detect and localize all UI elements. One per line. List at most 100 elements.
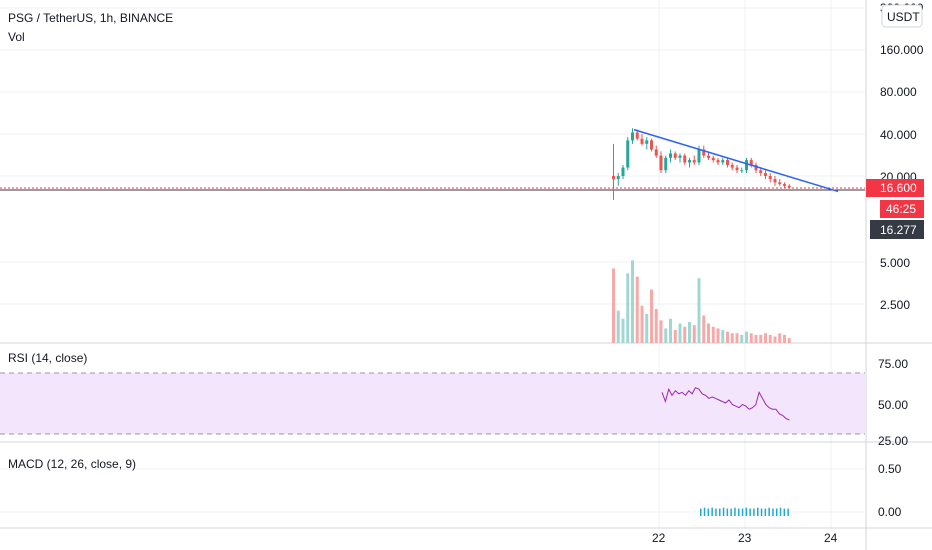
rsi-band: [0, 373, 865, 434]
volume-bar: [664, 328, 668, 343]
candle: [669, 149, 672, 163]
rsi-tick: 50.00: [878, 398, 908, 412]
rsi-tick: 25.00: [878, 434, 908, 448]
macd-bar: [760, 508, 763, 516]
candle: [683, 153, 687, 165]
macd-bar: [722, 507, 725, 516]
macd-bar: [753, 508, 755, 516]
volume-bar: [697, 278, 701, 343]
candle: [692, 155, 696, 165]
candle-body: [726, 160, 729, 165]
candle-body: [702, 149, 706, 156]
macd-bar: [772, 508, 774, 516]
candle-body: [783, 184, 786, 186]
candle: [612, 143, 615, 200]
grid: [0, 0, 865, 528]
currency-button[interactable]: USDT: [881, 4, 923, 28]
volume-bar: [650, 289, 653, 343]
candle-body: [768, 176, 772, 180]
macd-bar: [757, 507, 759, 516]
volume-bar: [745, 331, 748, 343]
macd-bar: [768, 507, 770, 516]
macd-bar: [726, 508, 729, 516]
macd-bar: [776, 508, 778, 516]
low-price-value: 16.277: [880, 223, 917, 237]
volume-bar: [678, 323, 682, 343]
time-tick: 23: [738, 531, 752, 545]
vol-label: Vol: [8, 30, 25, 44]
macd-bar: [738, 508, 740, 516]
candle-body: [692, 160, 696, 163]
time-axis[interactable]: 22 23 24: [652, 531, 838, 545]
candle-body: [654, 149, 658, 156]
candle: [764, 170, 767, 180]
volume-bar: [640, 305, 644, 343]
volume-bar: [716, 328, 720, 343]
countdown-tag: 46:25: [880, 200, 924, 218]
candle-body: [616, 176, 620, 180]
candle: [650, 138, 653, 152]
candle: [726, 157, 729, 168]
volume-bar: [612, 268, 615, 343]
macd-bar: [700, 508, 702, 516]
price-axis[interactable]: 320.000 160.000 80.000 40.000 20.000: [880, 1, 924, 184]
candle: [645, 137, 649, 150]
candle-body: [688, 160, 691, 163]
candle: [711, 155, 715, 163]
candle-body: [669, 153, 672, 158]
candle: [759, 167, 763, 176]
volume-bar: [749, 333, 753, 343]
price-tick: 80.000: [880, 85, 917, 99]
candle-body: [735, 167, 739, 171]
volume-bar: [654, 308, 658, 343]
candle-body: [716, 160, 720, 163]
candle-body: [721, 160, 725, 163]
rsi-line: [661, 386, 790, 421]
volume-bar: [631, 260, 634, 343]
candle-body: [631, 132, 634, 141]
trendline[interactable]: [633, 128, 839, 193]
volume-bars: [612, 260, 791, 343]
candle-body: [759, 170, 763, 174]
candle: [673, 151, 677, 161]
candle: [688, 157, 691, 168]
candle: [631, 128, 634, 144]
candle: [678, 153, 682, 163]
candle-body: [773, 179, 777, 183]
volume-bar: [759, 334, 763, 343]
price-tick: 160.000: [880, 43, 924, 57]
volume-bar: [626, 273, 630, 343]
candle-body: [754, 164, 758, 171]
candle: [778, 179, 782, 186]
volume-bar: [783, 334, 786, 343]
candle: [664, 155, 668, 174]
volume-bar: [768, 334, 772, 343]
macd-bar: [745, 507, 748, 516]
candle-body: [612, 176, 615, 180]
candle: [745, 157, 748, 174]
volume-bar: [659, 320, 663, 343]
macd-bar: [730, 508, 732, 516]
macd-bar: [741, 508, 744, 516]
candle: [768, 173, 772, 183]
volume-bar: [707, 323, 710, 343]
volume-bar: [778, 333, 782, 343]
macd-bar: [707, 508, 710, 516]
volume-bar: [669, 318, 672, 343]
volume-bar: [692, 325, 696, 343]
candle: [787, 184, 791, 189]
candle: [716, 157, 720, 165]
candle-body: [664, 157, 668, 171]
candle-body: [626, 140, 630, 168]
macd-label: MACD (12, 26, close, 9): [8, 457, 136, 471]
symbol-title: PSG / TetherUS, 1h, BINANCE: [8, 11, 173, 25]
candle: [659, 151, 663, 174]
candle: [621, 164, 625, 180]
candle-body: [711, 157, 715, 161]
time-tick: 22: [652, 531, 666, 545]
macd-histogram: [700, 507, 789, 516]
candle-body: [787, 185, 791, 188]
rsi-label: RSI (14, close): [8, 351, 87, 365]
current-price-tag: 16.600: [866, 179, 924, 197]
